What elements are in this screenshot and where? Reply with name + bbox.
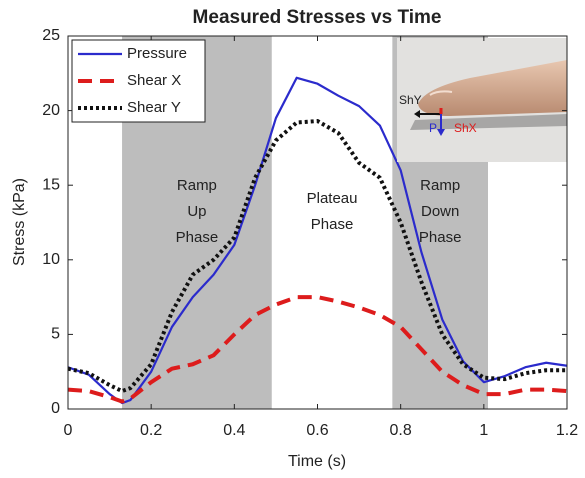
y-tick-label: 20 xyxy=(42,102,60,119)
series-line xyxy=(67,119,567,394)
plot-frame xyxy=(67,35,568,410)
y-tick-label: 25 xyxy=(42,27,60,44)
p-arrowhead xyxy=(437,129,445,136)
phase-label: Plateau xyxy=(307,190,358,207)
finger xyxy=(418,60,567,116)
x-tick-label: 1 xyxy=(479,422,488,439)
phase-label: Phase xyxy=(176,229,219,246)
legend-label: Shear Y xyxy=(127,99,181,116)
x-tick-label: 0.8 xyxy=(390,422,412,439)
series-line xyxy=(67,295,568,404)
inset-photo: ShY P ShX xyxy=(397,38,567,162)
y-tick-label: 0 xyxy=(51,400,60,417)
y-tick-label: 15 xyxy=(42,176,60,193)
x-axis-label: Time (s) xyxy=(288,453,346,470)
phase-label: Down xyxy=(421,203,459,220)
y-tick-label: 10 xyxy=(42,251,60,268)
chart-title: Measured Stresses vs Time xyxy=(193,7,442,28)
phase-label: Phase xyxy=(419,229,462,246)
phase-label: Ramp xyxy=(177,177,217,194)
phase-label: Phase xyxy=(311,216,354,233)
inset-label: P xyxy=(429,121,437,135)
y-axis-label: Stress (kPa) xyxy=(11,178,28,266)
x-tick-label: 0 xyxy=(64,422,73,439)
phase-label: Up xyxy=(187,203,206,220)
x-tick-label: 1.2 xyxy=(556,422,578,439)
x-tick-label: 0.2 xyxy=(140,422,162,439)
inset-label: ShY xyxy=(399,93,422,107)
shy-arrowhead xyxy=(414,110,420,118)
phase-label: Ramp xyxy=(420,177,460,194)
legend-label: Pressure xyxy=(127,45,187,62)
x-tick-label: 0.4 xyxy=(223,422,245,439)
x-tick-label: 0.6 xyxy=(306,422,328,439)
y-tick-label: 5 xyxy=(51,326,60,343)
fingernail xyxy=(429,90,453,96)
shadow xyxy=(410,114,567,130)
legend-label: Shear X xyxy=(127,72,181,89)
inset-label: ShX xyxy=(454,121,477,135)
